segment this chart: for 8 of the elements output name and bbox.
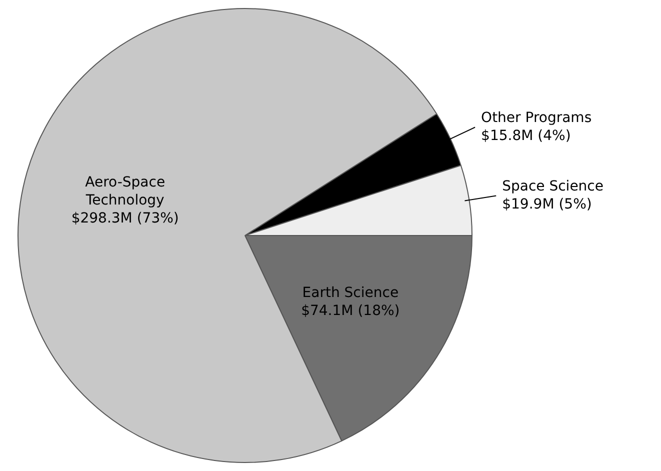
data-label: $298.3M (73%) [71,210,179,226]
slice-label: Other Programs [481,110,592,126]
data-label: $74.1M (18%) [301,303,400,320]
slice-label: Earth Science [302,285,399,302]
data-label: $19.9M (5%) [502,196,592,212]
slice-label: Space Science [502,178,604,194]
data-label: $15.8M (4%) [481,128,571,144]
slice-label: Aero-Space Technology [84,174,166,208]
